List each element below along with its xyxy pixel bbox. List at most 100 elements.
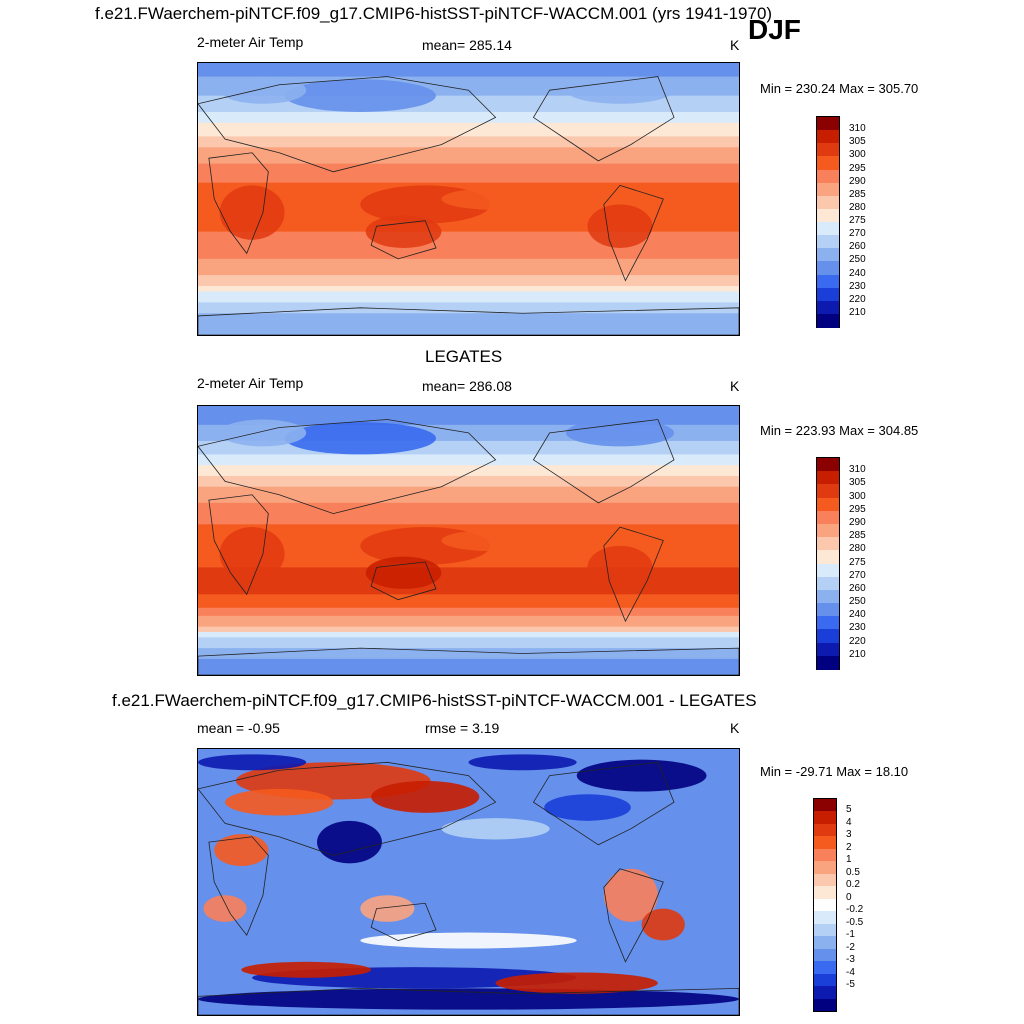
colorbar-swatch — [814, 811, 836, 825]
colorbar-swatch — [817, 300, 839, 315]
map-svg — [198, 749, 739, 1015]
colorbar-swatch — [817, 642, 839, 657]
colorbar-swatch — [814, 823, 836, 837]
colorbar-tick-label: 270 — [849, 569, 866, 581]
map-model-temperature — [197, 62, 740, 336]
colorbar-tick-label: -1 — [846, 929, 855, 941]
colorbar-tick-label: 275 — [849, 215, 866, 226]
coastline — [603, 526, 664, 623]
colorbar-swatch — [817, 484, 839, 499]
colorbar-tick-label: -5 — [846, 979, 855, 991]
cold-region — [565, 419, 675, 447]
colorbar: 310 305 300 295 290 285 280 275 270 260 250 240 230 2… — [816, 116, 866, 328]
colorbar-tick-label: 0.2 — [846, 879, 860, 891]
cold-region — [565, 76, 675, 104]
colorbar-tick-label: 290 — [849, 175, 866, 187]
temperature-band — [198, 136, 739, 148]
colorbar-tick-label: 270 — [849, 228, 866, 240]
colorbar-swatch — [817, 471, 839, 485]
cold-region — [284, 79, 437, 112]
difference-anomaly — [198, 988, 739, 1010]
coastline — [532, 761, 675, 846]
colorbar-tick-label: -0.2 — [846, 904, 864, 916]
colorbar-swatch — [814, 948, 836, 962]
temperature-band — [198, 302, 739, 314]
colorbar-swatch — [817, 510, 839, 525]
difference-anomaly — [576, 759, 707, 792]
temperature-band — [198, 454, 739, 466]
colorbar-swatch — [817, 117, 839, 131]
colorbar-swatch — [817, 143, 839, 157]
colorbar-swatch — [817, 130, 839, 144]
rmse-label: rmse = 3.19 — [425, 720, 500, 736]
colorbar-tick-label: 260 — [849, 241, 866, 253]
colorbar-swatch — [817, 629, 839, 644]
temperature-band — [198, 275, 739, 287]
difference-anomaly — [317, 820, 382, 864]
colorbar-swatch — [817, 616, 839, 630]
temperature-blob — [441, 188, 550, 210]
coastline — [370, 902, 437, 941]
difference-anomaly — [641, 908, 685, 941]
colorbar-swatch — [814, 873, 836, 887]
variable-label: 2-meter Air Temp — [197, 375, 304, 391]
coastline — [198, 307, 739, 335]
mean-label: mean = -0.95 — [197, 720, 280, 736]
colorbar-tick-label: 240 — [849, 609, 866, 621]
temperature-band — [198, 658, 739, 675]
colorbar-tick-label: 5 — [846, 804, 852, 816]
colorbar-swatch — [817, 169, 839, 184]
temperature-band — [198, 63, 739, 78]
coastline — [198, 647, 739, 675]
colorbar-tick-label: 240 — [849, 267, 866, 279]
colorbar-tick-label: 210 — [849, 648, 866, 660]
coastline — [532, 419, 675, 504]
colorbar-tick-label: 300 — [849, 149, 866, 161]
temperature-blob — [219, 185, 285, 240]
cold-region — [284, 422, 437, 455]
temperature-band — [198, 648, 739, 660]
difference-anomaly — [371, 780, 480, 813]
colorbar-tick-label: 295 — [849, 503, 866, 515]
temperature-band — [198, 258, 739, 276]
colorbar-swatch — [817, 182, 839, 197]
temperature-band — [198, 147, 739, 165]
colorbar-tick-label: 305 — [849, 136, 866, 148]
difference-anomaly — [603, 868, 658, 922]
colorbar-tick-label: 250 — [849, 596, 866, 608]
colorbar-swatch — [817, 313, 839, 328]
colorbar-swatch — [817, 655, 839, 670]
colorbar-tick-label: 285 — [849, 530, 866, 542]
difference-anomaly — [214, 834, 269, 867]
colorbar-tick-label: 210 — [849, 306, 866, 318]
temperature-band — [198, 163, 739, 184]
map-svg — [198, 63, 739, 335]
temperature-band — [198, 567, 739, 595]
colorbar-swatch — [814, 973, 836, 987]
cold-region — [219, 419, 307, 447]
temperature-band — [198, 122, 739, 137]
colorbar-swatch — [814, 986, 836, 1000]
colorbar-tick-label: -0.5 — [846, 916, 864, 928]
temperature-band — [198, 111, 739, 124]
colorbar-swatch — [817, 235, 839, 249]
colorbar-tick-label: 0 — [846, 891, 852, 903]
colorbar-swatch — [814, 911, 836, 925]
coastline — [603, 184, 664, 282]
colorbar-tick-label: 280 — [849, 201, 866, 213]
coastline — [208, 152, 269, 255]
colorbar-swatch — [817, 576, 839, 591]
colorbar-swatch — [817, 563, 839, 578]
colorbar-swatch — [817, 287, 839, 302]
colorbar-swatch — [817, 523, 839, 538]
colorbar-swatch — [817, 222, 839, 236]
colorbar-tick-label: 305 — [849, 477, 866, 489]
colorbar-swatch — [817, 458, 839, 472]
units-label: K — [730, 378, 740, 394]
colorbar-tick-label: 290 — [849, 516, 866, 528]
colorbar-tick-label: 220 — [849, 635, 866, 647]
colorbar-tick-label: 275 — [849, 556, 866, 568]
temperature-band — [198, 475, 739, 488]
coastline — [370, 220, 437, 260]
difference-anomaly — [441, 818, 550, 840]
